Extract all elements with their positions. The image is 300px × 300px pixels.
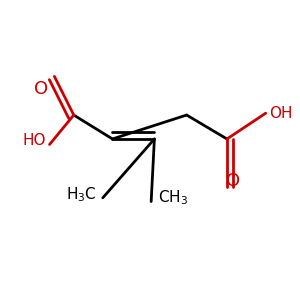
Text: OH: OH xyxy=(269,106,292,121)
Text: O: O xyxy=(34,80,49,98)
Text: HO: HO xyxy=(23,133,46,148)
Text: CH$_3$: CH$_3$ xyxy=(158,188,188,207)
Text: H$_3$C: H$_3$C xyxy=(66,185,96,203)
Text: O: O xyxy=(226,172,241,190)
